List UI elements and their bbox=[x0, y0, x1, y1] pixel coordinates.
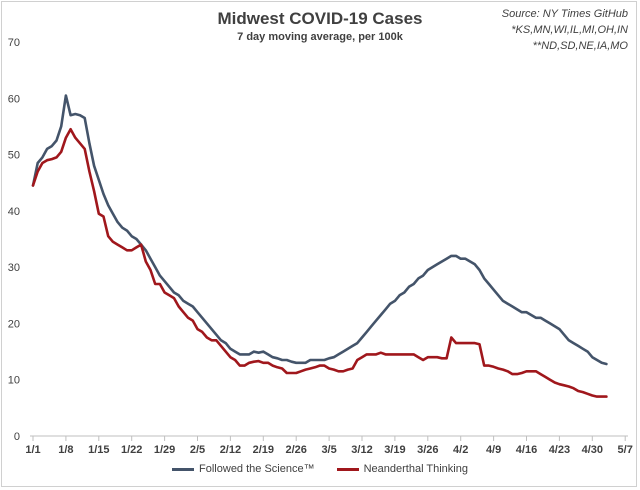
y-tick-label: 70 bbox=[8, 37, 20, 49]
y-tick-label: 0 bbox=[14, 431, 20, 443]
x-tick-label: 2/12 bbox=[220, 444, 241, 456]
x-tick-label: 1/15 bbox=[88, 444, 109, 456]
y-tick-label: 50 bbox=[8, 150, 20, 162]
x-tick-label: 2/19 bbox=[253, 444, 274, 456]
x-tick-label: 3/26 bbox=[417, 444, 438, 456]
series-line-neanderthal-thinking bbox=[31, 127, 608, 398]
y-tick-label: 60 bbox=[8, 93, 20, 105]
x-tick-label: 2/5 bbox=[190, 444, 205, 456]
y-tick-label: 10 bbox=[8, 375, 20, 387]
legend-swatch-science bbox=[172, 467, 195, 471]
x-tick-label: 3/12 bbox=[351, 444, 372, 456]
legend-swatch-neanderthal bbox=[336, 467, 359, 471]
x-tick-label: 4/2 bbox=[453, 444, 468, 456]
source-note: Source: NY Times GitHub bbox=[501, 8, 628, 20]
legend: Followed the Science™ Neanderthal Thinki… bbox=[0, 463, 640, 475]
x-tick-label: 1/22 bbox=[121, 444, 142, 456]
x-tick-label: 1/1 bbox=[25, 444, 40, 456]
chart-title: Midwest COVID-19 Cases bbox=[217, 9, 423, 28]
x-tick-label: 1/29 bbox=[154, 444, 175, 456]
group-2-note: **ND,SD,NE,IA,MO bbox=[532, 40, 628, 52]
x-tick-label: 4/23 bbox=[549, 444, 570, 456]
legend-item-science: Followed the Science™ bbox=[172, 463, 315, 475]
chart-subtitle: 7 day moving average, per 100k bbox=[237, 31, 403, 43]
x-tick-label: 5/7 bbox=[618, 444, 633, 456]
x-tick-label: 3/5 bbox=[321, 444, 336, 456]
x-tick-label: 3/19 bbox=[384, 444, 405, 456]
group-1-note: *KS,MN,WI,IL,MI,OH,IN bbox=[511, 24, 628, 36]
y-tick-label: 40 bbox=[8, 206, 20, 218]
y-tick-label: 30 bbox=[8, 262, 20, 274]
y-tick-label: 20 bbox=[8, 318, 20, 330]
legend-label-science: Followed the Science™ bbox=[199, 463, 315, 475]
legend-label-neanderthal: Neanderthal Thinking bbox=[363, 463, 468, 475]
x-tick-label: 4/30 bbox=[582, 444, 603, 456]
line-chart: 0 10 20 30 40 50 60 70 1/1 1/8 1/15 1/22 1/29 2/5 2/12… bbox=[8, 37, 633, 456]
x-tick-label: 4/16 bbox=[516, 444, 537, 456]
series-line-followed-the-science bbox=[31, 94, 608, 366]
x-tick-label: 1/8 bbox=[58, 444, 73, 456]
x-tick-label: 2/26 bbox=[285, 444, 306, 456]
legend-item-neanderthal: Neanderthal Thinking bbox=[336, 463, 468, 475]
x-tick-label: 4/9 bbox=[486, 444, 501, 456]
